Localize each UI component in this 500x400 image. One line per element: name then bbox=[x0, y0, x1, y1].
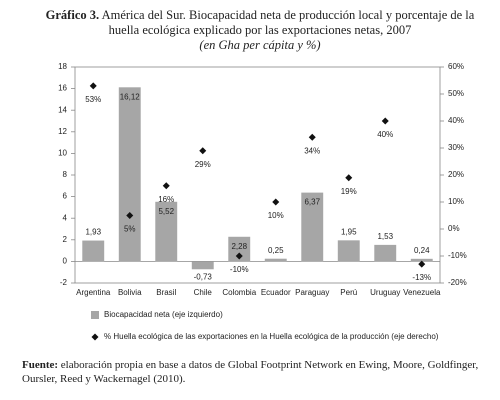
y-tick-label: 18 bbox=[58, 62, 67, 71]
bar-value-label: 1,53 bbox=[377, 232, 393, 241]
chart-label: Gráfico 3. bbox=[45, 8, 100, 22]
x-tick-label: Uruguay bbox=[370, 288, 400, 297]
y-tick-label: -2 bbox=[60, 278, 68, 287]
bar bbox=[337, 240, 360, 262]
bar-value-label: 2,28 bbox=[231, 242, 247, 251]
legend-label: % Huella ecológica de las exportaciones … bbox=[104, 332, 439, 341]
bar-value-label: 1,95 bbox=[341, 227, 357, 236]
marker bbox=[418, 260, 426, 268]
x-tick-label: Bolivia bbox=[118, 288, 142, 297]
chart-header: Gráfico 3. América del Sur. Biocapacidad… bbox=[40, 8, 480, 53]
source-note: Fuente: elaboración propia en base a dat… bbox=[22, 358, 482, 386]
bar-value-label: 5,52 bbox=[158, 207, 174, 216]
y-tick-label: 4 bbox=[63, 213, 68, 222]
y2-tick-label: 30% bbox=[448, 143, 464, 152]
marker-value-label: 5% bbox=[124, 225, 136, 234]
y-tick-label: 8 bbox=[63, 170, 68, 179]
marker bbox=[235, 252, 243, 260]
bar-value-label: 6,37 bbox=[304, 198, 320, 207]
bar bbox=[191, 261, 214, 270]
bar bbox=[301, 192, 324, 262]
marker-value-label: 10% bbox=[268, 211, 284, 220]
bar bbox=[155, 201, 178, 262]
bar bbox=[82, 240, 105, 262]
x-tick-label: Venezuela bbox=[403, 288, 441, 297]
y-tick-label: 10 bbox=[58, 149, 67, 158]
x-tick-label: Perú bbox=[340, 288, 357, 297]
bar bbox=[410, 258, 433, 262]
chart-subtitle: (en Gha per cápita y %) bbox=[199, 38, 321, 52]
marker bbox=[162, 182, 170, 190]
marker bbox=[126, 212, 134, 219]
marker-value-label: 53% bbox=[85, 95, 101, 104]
x-tick-label: Brasil bbox=[156, 288, 176, 297]
marker bbox=[89, 82, 97, 90]
marker bbox=[381, 117, 389, 125]
y-tick-label: 0 bbox=[63, 257, 68, 266]
y2-tick-label: 40% bbox=[448, 116, 464, 125]
marker-value-label: 29% bbox=[195, 160, 211, 169]
marker-value-label: 19% bbox=[341, 187, 357, 196]
marker bbox=[199, 147, 207, 155]
y2-tick-label: 0% bbox=[448, 224, 460, 233]
y-tick-label: 2 bbox=[63, 235, 68, 244]
y2-tick-label: 60% bbox=[448, 62, 464, 71]
y-tick-label: 14 bbox=[58, 105, 67, 114]
x-tick-label: Argentina bbox=[76, 288, 111, 297]
legend-swatch bbox=[91, 333, 99, 341]
y2-tick-label: 20% bbox=[448, 170, 464, 179]
source-text: elaboración propia en base a datos de Gl… bbox=[22, 359, 479, 385]
chart-title: América del Sur. Biocapacidad neta de pr… bbox=[101, 8, 475, 37]
bar bbox=[118, 87, 141, 262]
marker-value-label: 34% bbox=[304, 146, 320, 155]
legend-swatch bbox=[91, 311, 99, 319]
bar-value-label: 0,25 bbox=[268, 246, 284, 255]
bar-value-label: 16,12 bbox=[120, 92, 141, 101]
bar-value-label: 0,24 bbox=[414, 246, 430, 255]
marker bbox=[308, 133, 316, 141]
y-tick-label: 12 bbox=[58, 127, 67, 136]
marker-value-label: -13% bbox=[412, 273, 431, 282]
bar bbox=[374, 244, 397, 262]
y2-tick-label: -10% bbox=[448, 251, 467, 260]
bar-value-label: 1,93 bbox=[85, 228, 101, 237]
x-tick-label: Paraguay bbox=[295, 288, 329, 297]
y-tick-label: 6 bbox=[63, 192, 68, 201]
source-label: Fuente: bbox=[22, 359, 59, 371]
x-tick-label: Colombia bbox=[222, 288, 256, 297]
marker-value-label: 16% bbox=[158, 195, 174, 204]
bar bbox=[264, 258, 287, 262]
y2-tick-label: 50% bbox=[448, 89, 464, 98]
marker bbox=[345, 174, 353, 182]
y2-tick-label: -20% bbox=[448, 278, 467, 287]
y-tick-label: 16 bbox=[58, 84, 67, 93]
marker-value-label: -10% bbox=[230, 265, 249, 274]
x-tick-label: Ecuador bbox=[261, 288, 291, 297]
bar bbox=[228, 236, 251, 262]
y2-tick-label: 10% bbox=[448, 197, 464, 206]
bar-value-label: -0,73 bbox=[194, 272, 213, 281]
marker bbox=[272, 198, 280, 206]
x-tick-label: Chile bbox=[194, 288, 213, 297]
legend-label: Biocapacidad neta (eje izquierdo) bbox=[104, 310, 223, 319]
marker-value-label: 40% bbox=[377, 130, 393, 139]
